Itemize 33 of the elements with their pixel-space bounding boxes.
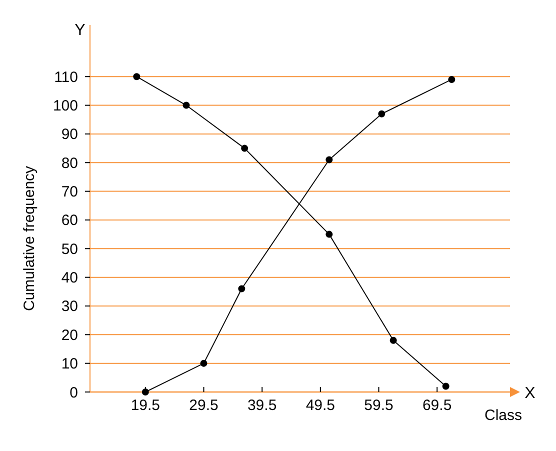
y-tick-label: 90: [61, 126, 78, 144]
y-tick-label: 40: [61, 270, 78, 287]
point: [378, 110, 386, 118]
y-tick-label: 110: [54, 68, 78, 86]
point: [133, 73, 140, 80]
y-tick-label: 70: [61, 184, 78, 201]
x-tick-label: 19.5: [130, 397, 160, 414]
point: [448, 76, 456, 83]
x-tick-label: 69.5: [422, 397, 452, 414]
x-tick-label: 39.5: [247, 397, 277, 414]
point: [442, 382, 450, 390]
y-tick-label: 10: [61, 356, 78, 373]
point: [390, 336, 397, 344]
point: [326, 230, 333, 238]
y-tick-label: 0: [70, 384, 78, 402]
point: [326, 156, 333, 164]
point: [200, 360, 208, 367]
point: [241, 144, 248, 152]
x-tick-label: 59.5: [364, 397, 394, 414]
x-tick-label: 49.5: [306, 397, 336, 414]
y-axis-title: Cumulative frequency: [21, 165, 38, 312]
y-tick-label: 20: [61, 326, 78, 344]
y-tick-label: 100: [52, 98, 78, 115]
y-tick-label: 60: [61, 212, 78, 230]
x-axis-title: Class: [484, 407, 522, 424]
x-tick-label: 29.5: [189, 397, 218, 414]
point: [238, 285, 246, 292]
point: [182, 102, 190, 109]
y-tick-label: 80: [61, 154, 78, 172]
text: X: [524, 385, 536, 402]
text: Y: [74, 22, 86, 39]
y-tick-label: 50: [61, 240, 78, 258]
y-tick-label: 30: [61, 298, 78, 316]
